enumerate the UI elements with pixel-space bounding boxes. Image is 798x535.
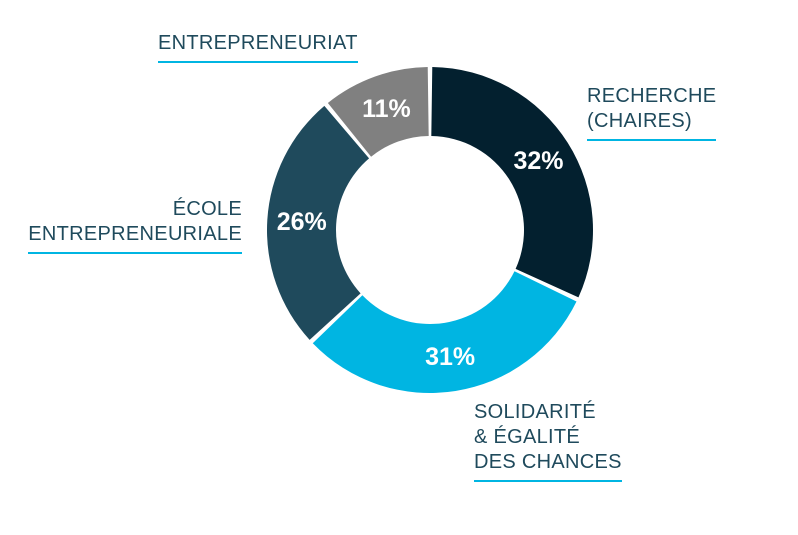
slice-recherche (431, 67, 593, 298)
value-label-entrepreneuriat: 11% (362, 95, 411, 123)
label-ecole-entrepreneuriale: ÉCOLE ENTREPRENEURIALE (28, 197, 242, 254)
label-recherche: RECHERCHE (CHAIRES) (587, 84, 717, 141)
slice-solidarite (312, 271, 577, 393)
slice-ecole-entrepreneuriale (267, 105, 370, 340)
label-solidarite: SOLIDARITÉ & ÉGALITÉ DES CHANCES (474, 400, 622, 482)
slice-entrepreneuriat (327, 67, 429, 157)
value-label-recherche: 32% (513, 147, 563, 175)
label-entrepreneuriat: ENTREPRENEURIAT (158, 31, 358, 63)
value-label-solidarite: 31% (425, 343, 475, 371)
value-label-ecole-entrepreneuriale: 26% (277, 208, 327, 236)
